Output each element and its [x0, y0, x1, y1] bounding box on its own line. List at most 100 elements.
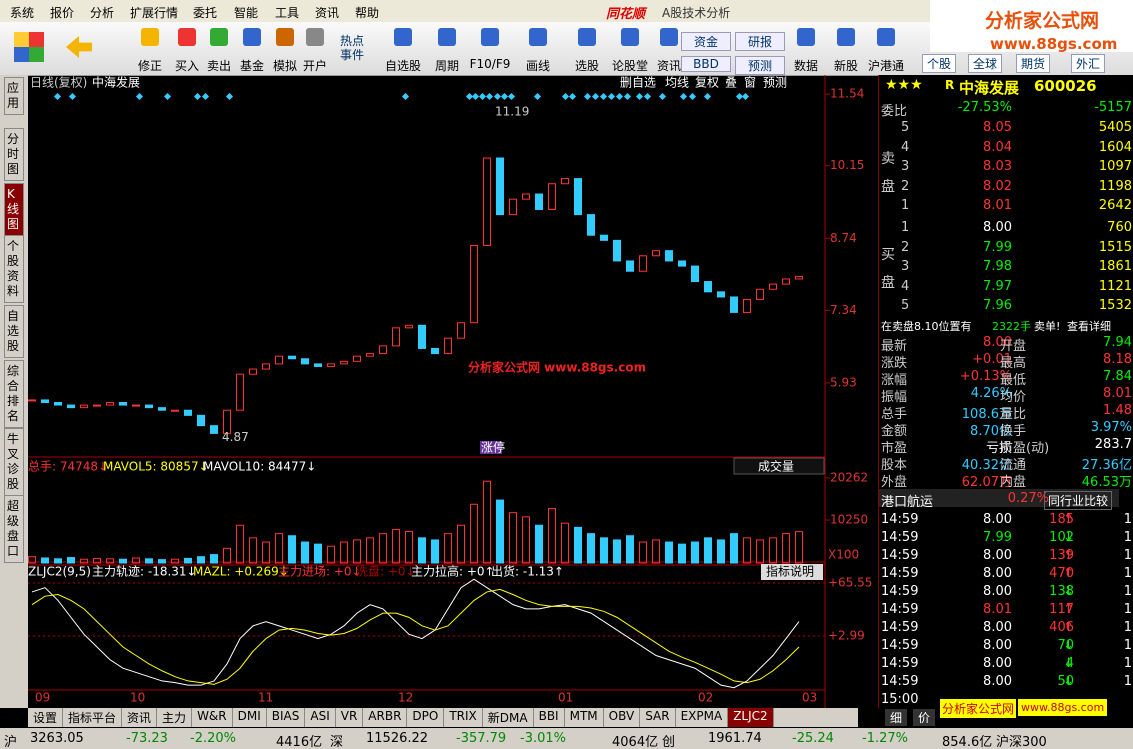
toolbar-button[interactable]: 开户	[302, 59, 327, 73]
side-tab[interactable]: 分时图	[4, 128, 24, 181]
stat-label: 量比	[1000, 407, 1027, 422]
indicator-tab[interactable]: SAR	[640, 708, 676, 727]
menu-item[interactable]: 分析	[90, 6, 115, 20]
order-volume: 1861	[1098, 259, 1132, 274]
back-button[interactable]	[66, 36, 92, 58]
panel-tab[interactable]: 价	[913, 709, 936, 726]
order-volume: 1515	[1098, 239, 1132, 255]
toolbar-button[interactable]: 资金	[681, 32, 731, 51]
menu-item[interactable]: 资讯	[315, 6, 340, 20]
indicator-tab[interactable]: VR	[336, 708, 364, 727]
trade-time: 14:59	[881, 566, 919, 581]
volume-bar	[340, 541, 348, 564]
indicator-tab[interactable]: 资讯	[122, 708, 158, 727]
toolbar-button[interactable]: 新股	[833, 59, 858, 73]
toolbar-button[interactable]: 热点事件	[339, 34, 364, 62]
toolbar-button[interactable]: 资讯	[656, 59, 681, 73]
toolbar-button[interactable]: 论股堂	[611, 59, 648, 73]
indicator-tab[interactable]: TRIX	[444, 708, 483, 727]
market-tab[interactable]: 全球	[968, 54, 1003, 73]
indicator-tab[interactable]: 主力	[157, 708, 193, 727]
x-tick-label: 03	[802, 691, 817, 705]
trade-time: 14:59	[881, 638, 919, 653]
chart-stock: 中海发展	[92, 75, 140, 90]
side-tab[interactable]: K线图	[4, 183, 24, 236]
indicator-tab[interactable]: BBI	[534, 708, 565, 727]
toolbar-button[interactable]: 修正	[137, 59, 162, 73]
toolbar-button[interactable]: 模拟	[272, 59, 297, 73]
menu-item[interactable]: 报价	[50, 6, 75, 20]
indicator-tab[interactable]: DPO	[407, 708, 445, 727]
industry-button[interactable]: 同行业比较	[1044, 491, 1113, 510]
volume-bar	[327, 545, 335, 564]
panel-tab[interactable]: 细	[885, 709, 908, 726]
trade-dir: ↑	[1063, 602, 1074, 617]
toolbar-button[interactable]: 沪港通	[867, 59, 904, 73]
chart-button: 预测	[763, 76, 787, 90]
indicator-tab[interactable]: MTM	[565, 708, 604, 727]
trade-count: 1	[1123, 674, 1132, 689]
side-tab[interactable]: 综合排名	[4, 360, 24, 428]
toolbar-button[interactable]: 周期	[434, 59, 459, 73]
candle	[522, 193, 530, 200]
indicator-tab[interactable]: W&R	[192, 708, 233, 727]
toolbar-button[interactable]: 数据	[793, 59, 818, 73]
volume-bar	[665, 541, 673, 564]
toolbar-button[interactable]: 买入	[174, 59, 199, 73]
menu-item[interactable]: 工具	[275, 6, 300, 20]
market-tab[interactable]: 外汇	[1071, 54, 1106, 73]
volume-bar	[275, 533, 283, 564]
indicator-tab[interactable]: EXPMA	[676, 708, 729, 727]
volume-bar	[54, 558, 62, 564]
order-price: 8.00	[983, 220, 1012, 235]
menu-item[interactable]: 系统	[10, 6, 35, 20]
indicator-tab[interactable]: OBV	[604, 708, 641, 727]
toolbar-icon	[797, 28, 815, 46]
market-tab[interactable]: 期货	[1016, 54, 1051, 73]
signal-marker	[68, 92, 77, 101]
side-tab[interactable]: 牛叉诊股	[4, 428, 24, 496]
indicator-tab[interactable]: 新DMA	[483, 708, 534, 727]
volume-bar	[626, 535, 634, 564]
toolbar-button[interactable]: 选股	[574, 59, 599, 73]
menu-item[interactable]: 委托	[193, 6, 218, 20]
candle	[262, 363, 270, 370]
indicator-tab[interactable]: 设置	[28, 708, 64, 727]
toolbar-button[interactable]: 研报	[735, 32, 785, 51]
stat-value: +0.13%	[959, 369, 1012, 384]
order-volume: 2642	[1098, 198, 1132, 213]
stat-value: 62.07万	[961, 475, 1012, 490]
toolbar-button[interactable]: 画线	[525, 59, 550, 73]
stat-value: 7.84	[1103, 369, 1132, 384]
indicator-tab[interactable]: ASI	[305, 708, 336, 727]
side-tab[interactable]: 个股资料	[4, 235, 24, 303]
toolbar-button[interactable]: 预测	[735, 56, 785, 75]
indicator-tab[interactable]: ARBR	[363, 708, 408, 727]
toolbar-button[interactable]: BBD	[681, 56, 731, 72]
candle	[340, 360, 348, 365]
menu-item[interactable]: 智能	[234, 6, 259, 20]
side-tab[interactable]: 应用	[4, 77, 24, 115]
trade-time: 14:59	[881, 548, 919, 563]
toolbar-button[interactable]: 自选股	[384, 59, 421, 73]
toolbar-button[interactable]: 卖出	[206, 59, 231, 73]
side-tab[interactable]: 自选股	[4, 305, 24, 358]
menu-item[interactable]: 帮助	[355, 6, 380, 20]
signal-marker	[135, 92, 144, 101]
candle	[197, 414, 205, 427]
chart-button: 窗	[744, 76, 756, 90]
indicator-tabs: 设置 指标平台 资讯 主力 W&R DMI BIAS ASI VR ARBR DPO TRIX 新DMA…	[28, 708, 858, 727]
indicator-tab[interactable]: DMI	[233, 708, 267, 727]
side-tab[interactable]: 超级盘口	[4, 495, 24, 563]
indicator-tab[interactable]: ZLJC2	[728, 708, 774, 727]
signal-marker	[478, 92, 487, 101]
order-price: 8.05	[983, 120, 1012, 135]
indicator-tab[interactable]: 指标平台	[63, 708, 123, 727]
toolbar-button[interactable]: F10/F9	[469, 57, 511, 71]
notice: 查看详细	[1067, 320, 1111, 333]
y-tick-label: +2.99	[828, 629, 865, 643]
toolbar-button[interactable]: 基金	[239, 59, 264, 73]
indicator-tab[interactable]: BIAS	[267, 708, 306, 727]
menu-item[interactable]: 扩展行情	[130, 6, 179, 20]
market-tab[interactable]: 个股	[922, 54, 957, 73]
